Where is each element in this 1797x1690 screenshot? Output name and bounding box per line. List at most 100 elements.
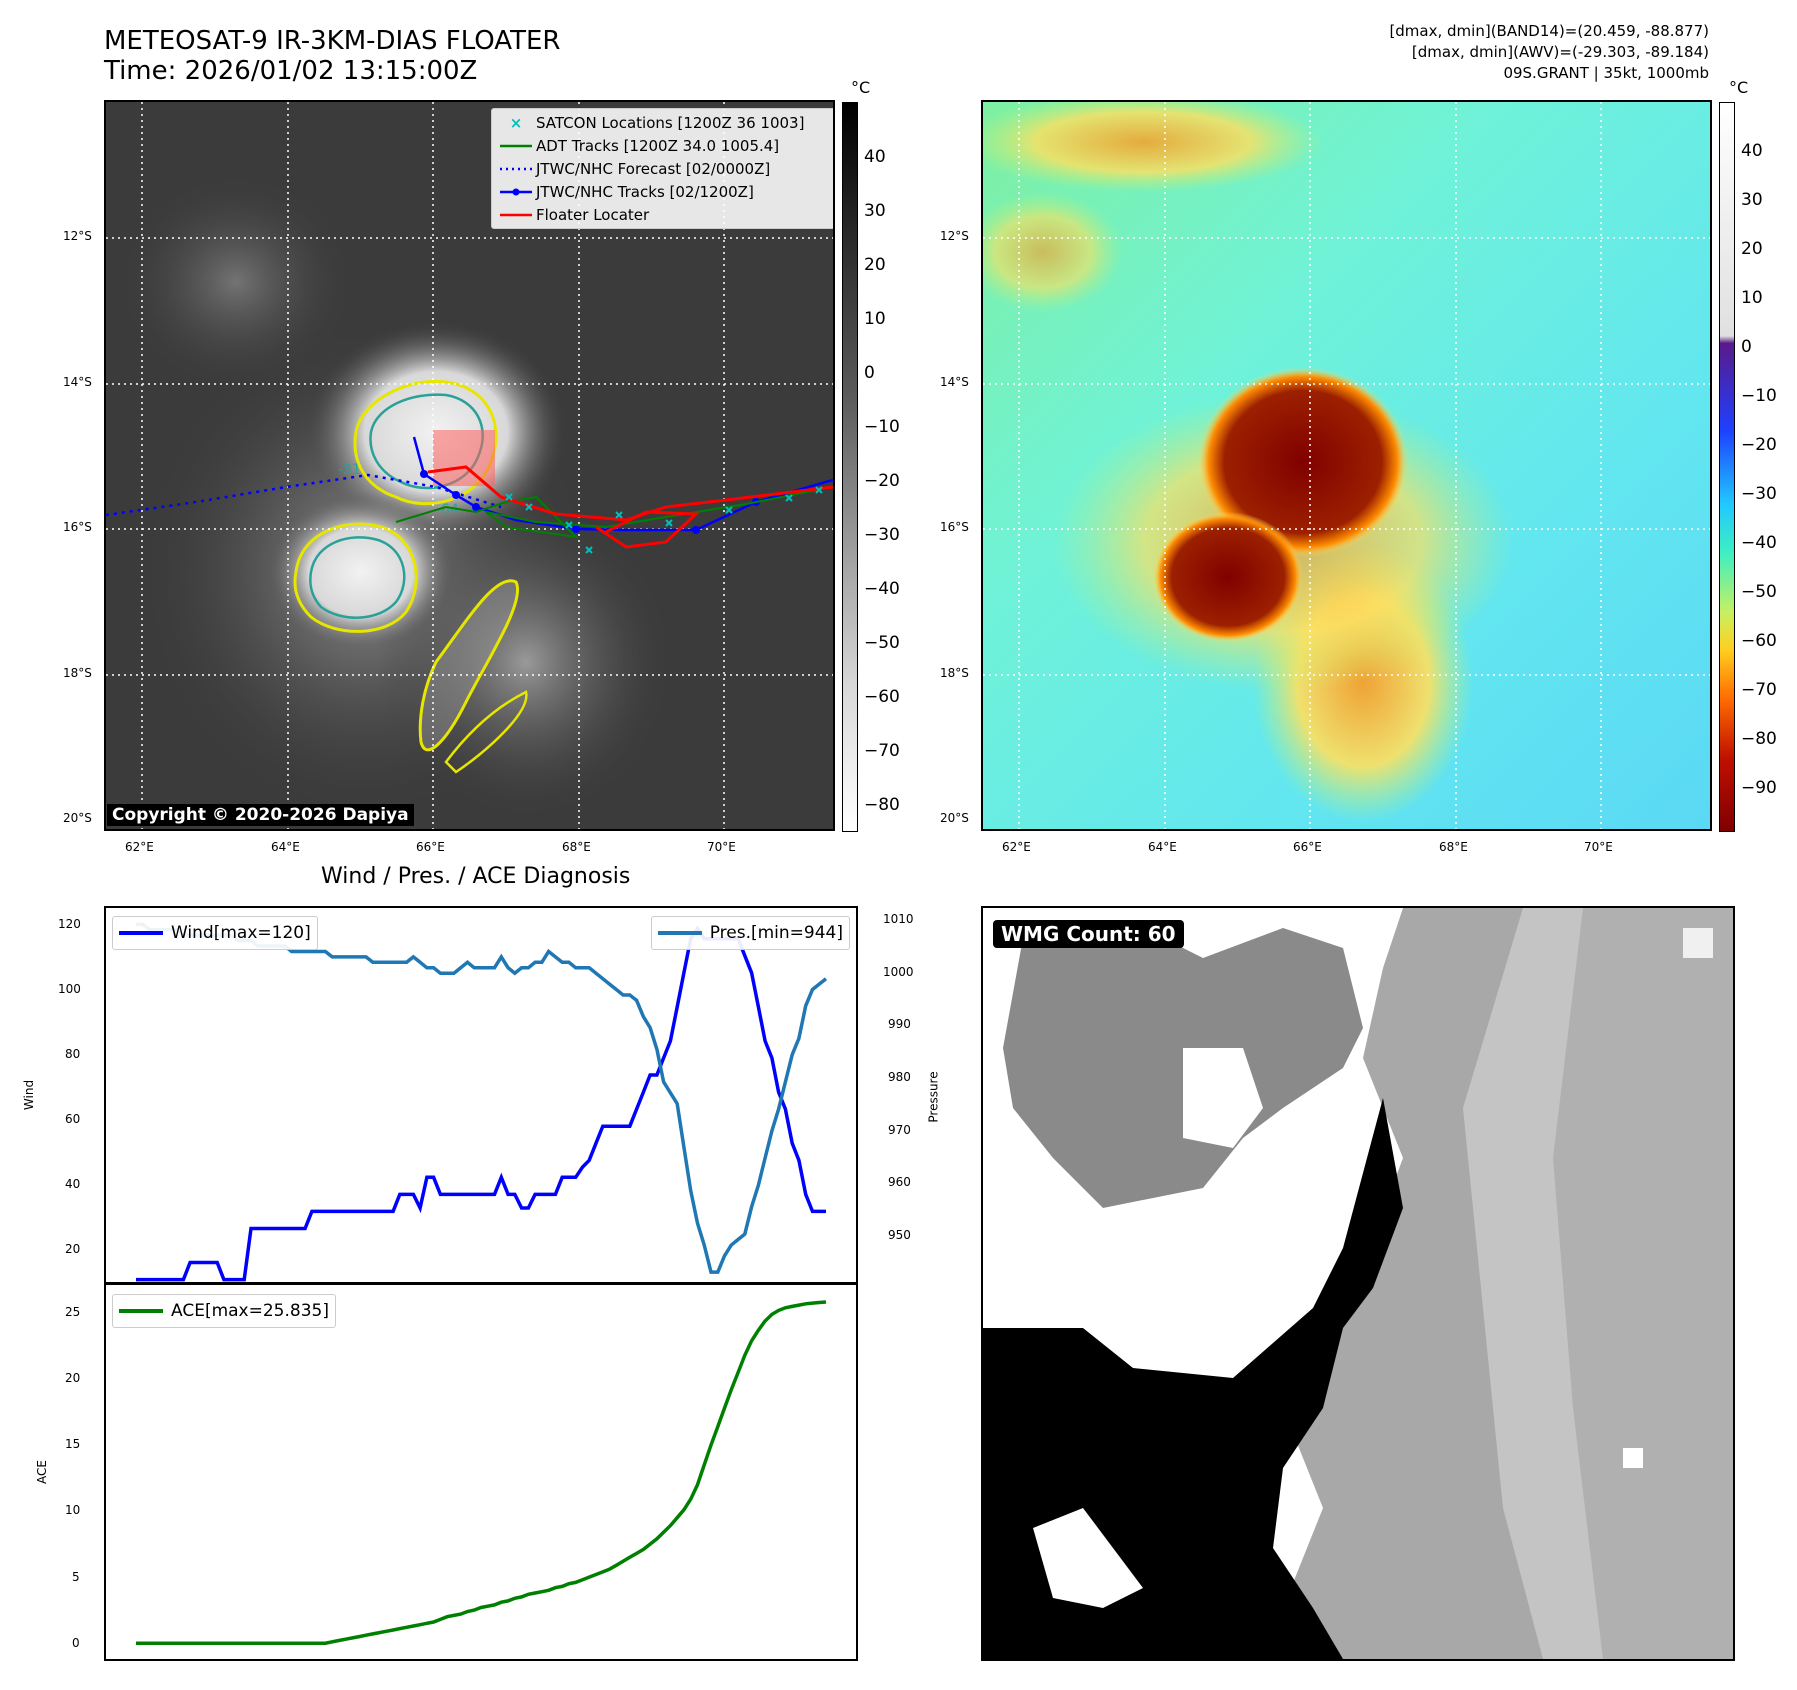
awv-colorbar-tick: 40 [1741,141,1763,161]
ir-lat-tick: 12°S [63,229,92,243]
ir-lon-tick: 62°E [125,840,154,854]
awv-lat-tick: 16°S [940,520,969,534]
moist-region-west [983,192,1123,312]
awv-lat-tick: 14°S [940,375,969,389]
ir-colorbar-tick: 30 [864,201,886,221]
ir-lat-tick: 18°S [63,666,92,680]
wmg-canvas [983,908,1733,1659]
ir-colorbar [842,102,858,832]
awv-map[interactable] [981,100,1712,831]
wmg-panel[interactable]: WMG Count: 60 [981,906,1735,1661]
stats-line3: 09S.GRANT | 35kt, 1000mb [1503,64,1709,82]
jtwc-track [412,436,833,532]
awv-colorbar-tick: 30 [1741,190,1763,210]
legend-adt: ADT Tracks [1200Z 34.0 1005.4] [496,134,833,157]
awv-lon-tick: 68°E [1439,840,1468,854]
legend-label: SATCON Locations [1200Z 36 1003] [536,113,805,132]
legend-satcon: × SATCON Locations [1200Z 36 1003] [496,111,833,134]
ace-tick: 25 [65,1305,81,1319]
ir-lon-tick: 70°E [707,840,736,854]
wind-line-icon [119,931,163,935]
stats-line1: [dmax, dmin](BAND14)=(20.459, -88.877) [1389,22,1709,40]
pressure-tick: 970 [888,1123,911,1137]
awv-lat-tick: 12°S [940,229,969,243]
ace-series-line [136,1300,827,1645]
awv-colorbar-tick: −70 [1741,680,1777,700]
pressure-tick: 950 [888,1228,911,1242]
ir-colorbar-tick: 40 [864,147,886,167]
ir-lat-tick: 20°S [63,811,92,825]
wind-tick: 120 [58,917,81,931]
copyright-label: Copyright © 2020-2026 Dapiya [107,804,414,826]
ir-lat-tick: 14°S [63,375,92,389]
ir-map-legend: × SATCON Locations [1200Z 36 1003] ADT T… [491,108,833,229]
contour-band-1 [418,579,519,752]
wind-tick: 60 [65,1112,81,1126]
awv-colorbar-tick: 10 [1741,288,1763,308]
legend-forecast: JTWC/NHC Forecast [02/0000Z] [496,157,833,180]
awv-lon-tick: 66°E [1293,840,1322,854]
chart-title-line2: Time: 2026/01/02 13:15:00Z [104,56,478,86]
ir-lon-tick: 64°E [271,840,300,854]
ir-lon-tick: 68°E [562,840,591,854]
ace-tick: 10 [65,1503,81,1517]
ir-lon-tick: 66°E [416,840,445,854]
floater-box [433,430,495,486]
awv-colorbar-tick: −50 [1741,582,1777,602]
chart-title-line1: METEOSAT-9 IR-3KM-DIAS FLOATER [104,26,561,56]
contour-band-2 [444,690,528,774]
ir-colorbar-tick: −70 [864,741,900,761]
wind-tick: 40 [65,1177,81,1191]
pressure-tick: 990 [888,1017,911,1031]
cloud-north [116,172,356,392]
pressure-tick: 960 [888,1175,911,1189]
ace-tick: 5 [72,1570,80,1584]
solid-line-icon [496,206,536,224]
ace-chart: ACE[max=25.835] [104,1282,858,1661]
ir-satellite-map[interactable]: -31 -64 × SATC [104,100,835,831]
ace-plot [136,1300,827,1645]
legend-label: Floater Locater [536,205,650,224]
contour-label-1: -31 [338,462,361,478]
wind-tick: 20 [65,1242,81,1256]
awv-colorbar-tick: −80 [1741,729,1777,749]
ir-colorbar-tick: −60 [864,687,900,707]
awv-colorbar-tick: −20 [1741,435,1777,455]
convective-core-2 [266,492,456,652]
legend-jtwc: JTWC/NHC Tracks [02/1200Z] [496,180,833,203]
ace-tick: 15 [65,1437,81,1451]
wind-series-line [136,925,826,1282]
awv-lat-tick: 18°S [940,666,969,680]
ir-colorbar-tick: −40 [864,579,900,599]
pressure-tick: 980 [888,1070,911,1084]
wind-axis-label: Wind [22,1079,37,1111]
pressure-legend: Pres.[min=944] [650,916,850,950]
awv-colorbar-tick: −40 [1741,533,1777,553]
wmg-count-badge: WMG Count: 60 [993,920,1184,948]
ir-colorbar-tick: 10 [864,309,886,329]
pressure-line-icon [657,931,702,935]
pressure-legend-label: Pres.[min=944] [709,923,843,943]
awv-colorbar-tick: −60 [1741,631,1777,651]
solid-line-icon [496,137,536,155]
stats-line2: [dmax, dmin](AWV)=(-29.303, -89.184) [1411,43,1709,61]
wmg-white-cell [1683,928,1713,958]
wmg-white-cell [1623,1448,1643,1468]
dot-line-icon [496,183,536,201]
awv-colorbar-tick: 20 [1741,239,1763,259]
dotted-line-icon [496,160,536,178]
floater-track-loop [595,510,700,549]
diagnosis-title: Wind / Pres. / ACE Diagnosis [321,864,631,889]
moist-region-north [983,102,1323,192]
pressure-tick: 1000 [883,965,914,979]
pressure-axis-label: Pressure [926,1071,941,1123]
dry-core-2 [1153,512,1303,642]
jtwc-track-points [420,470,760,534]
ace-legend-label: ACE[max=25.835] [171,1301,329,1321]
pressure-series-line [136,922,828,1274]
x-marker-icon: × [509,113,523,132]
awv-colorbar-tick: 0 [1741,337,1752,357]
awv-colorbar-unit: °C [1729,78,1749,97]
legend-label: JTWC/NHC Forecast [02/0000Z] [536,159,771,178]
ir-colorbar-tick: 20 [864,255,886,275]
